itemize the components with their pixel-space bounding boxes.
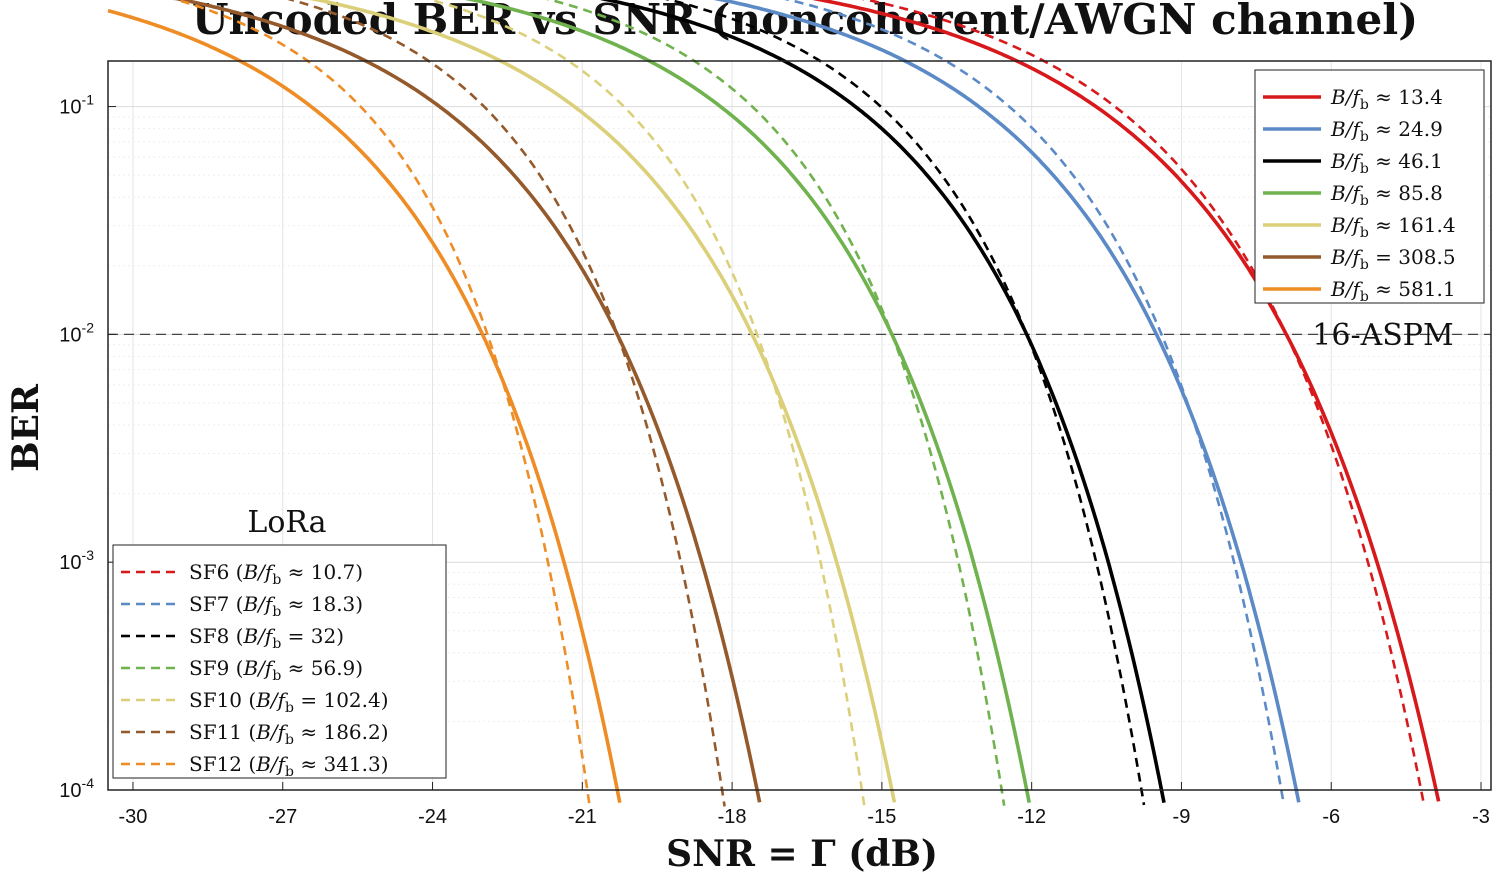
- x-tick-label: -18: [718, 806, 747, 828]
- legend-aspm-entry-label: B/fb ≈ 46.1: [1330, 149, 1443, 177]
- legend-lora-entry-label: SF7 (B/fb ≈ 18.3): [189, 592, 363, 620]
- plot-frame: [107, 60, 1492, 791]
- y-tick-label: 10-2: [59, 319, 94, 346]
- legend-lora-entry-label: SF10 (B/fb = 102.4): [189, 688, 389, 716]
- legend-lora: SF6 (B/fb ≈ 10.7) SF7 (B/fb ≈ 18.3) SF8 (B…: [112, 544, 447, 780]
- legend-lora-entry-label: SF8 (B/fb = 32): [189, 624, 344, 652]
- legend-aspm-entry-label: B/fb ≈ 13.4: [1330, 85, 1443, 113]
- curve-lora-8: [784, 0, 1286, 805]
- x-tick-label: -9: [1173, 806, 1191, 828]
- annotation-lora: LoRa: [247, 505, 326, 540]
- x-tick-label: -27: [268, 806, 297, 828]
- legend-aspm: B/fb ≈ 13.4 B/fb ≈ 24.9 B/fb ≈ 46.1 B/fb ≈ …: [1254, 69, 1485, 305]
- curve-lora-13: [173, 0, 592, 808]
- curve-lora-9: [665, 0, 1146, 806]
- y-tick-label: 10-4: [59, 775, 94, 802]
- legend-lora-entry-label: SF9 (B/fb ≈ 56.9): [189, 656, 363, 684]
- x-tick-label: -24: [418, 806, 447, 828]
- x-tick-label: -15: [867, 806, 896, 828]
- annotation-16-aspm: 16-ASPM: [1312, 318, 1453, 353]
- curve-lora-7: [861, 0, 1425, 803]
- legend-aspm-entry-label: B/fb ≈ 161.4: [1330, 213, 1456, 241]
- y-axis-ticks: 10-1 10-2 10-3 10-4: [59, 92, 116, 802]
- curve-lora-12: [287, 0, 726, 807]
- x-tick-label: -6: [1322, 806, 1340, 828]
- curve-16-aspm-5: [174, 0, 762, 803]
- curve-16-aspm-1: [713, 0, 1301, 803]
- legend-lora-entry-label: SF11 (B/fb ≈ 186.2): [189, 720, 389, 748]
- legend-aspm-entry-label: B/fb ≈ 24.9: [1330, 117, 1443, 145]
- curve-16-aspm-0: [812, 0, 1441, 802]
- curve-16-aspm-3: [465, 0, 1031, 804]
- x-tick-label: -30: [119, 806, 148, 828]
- y-axis-title: BER: [5, 383, 47, 472]
- curve-16-aspm-2: [600, 0, 1166, 804]
- curve-lora-10: [546, 0, 1006, 806]
- legend-aspm-entry-box: [1254, 69, 1485, 304]
- x-tick-label: -12: [1017, 806, 1046, 828]
- legend-lora-entry-label: SF6 (B/fb ≈ 10.7): [189, 560, 363, 588]
- x-tick-label: -21: [568, 806, 597, 828]
- legend-lora-entry-label: SF12 (B/fb ≈ 341.3): [189, 752, 389, 780]
- legend-aspm-entry-label: B/fb ≈ 581.1: [1330, 277, 1456, 305]
- curves: [107, 0, 1441, 808]
- x-axis-ticks: -30 -27 -24 -21 -18 -15 -12 -9 -6 -3: [119, 782, 1490, 828]
- curve-16-aspm-6: [107, 8, 622, 804]
- legend-aspm-entry-label: B/fb ≈ 85.8: [1330, 181, 1443, 209]
- x-tick-label: -3: [1472, 806, 1490, 828]
- y-tick-label: 10-3: [59, 547, 94, 574]
- legend-lora-entry-box: [112, 544, 447, 779]
- x-axis-title: SNR = Γ (dB): [666, 833, 938, 875]
- legend-aspm-entry-label: B/fb = 308.5: [1330, 245, 1456, 273]
- y-tick-label: 10-1: [59, 92, 94, 119]
